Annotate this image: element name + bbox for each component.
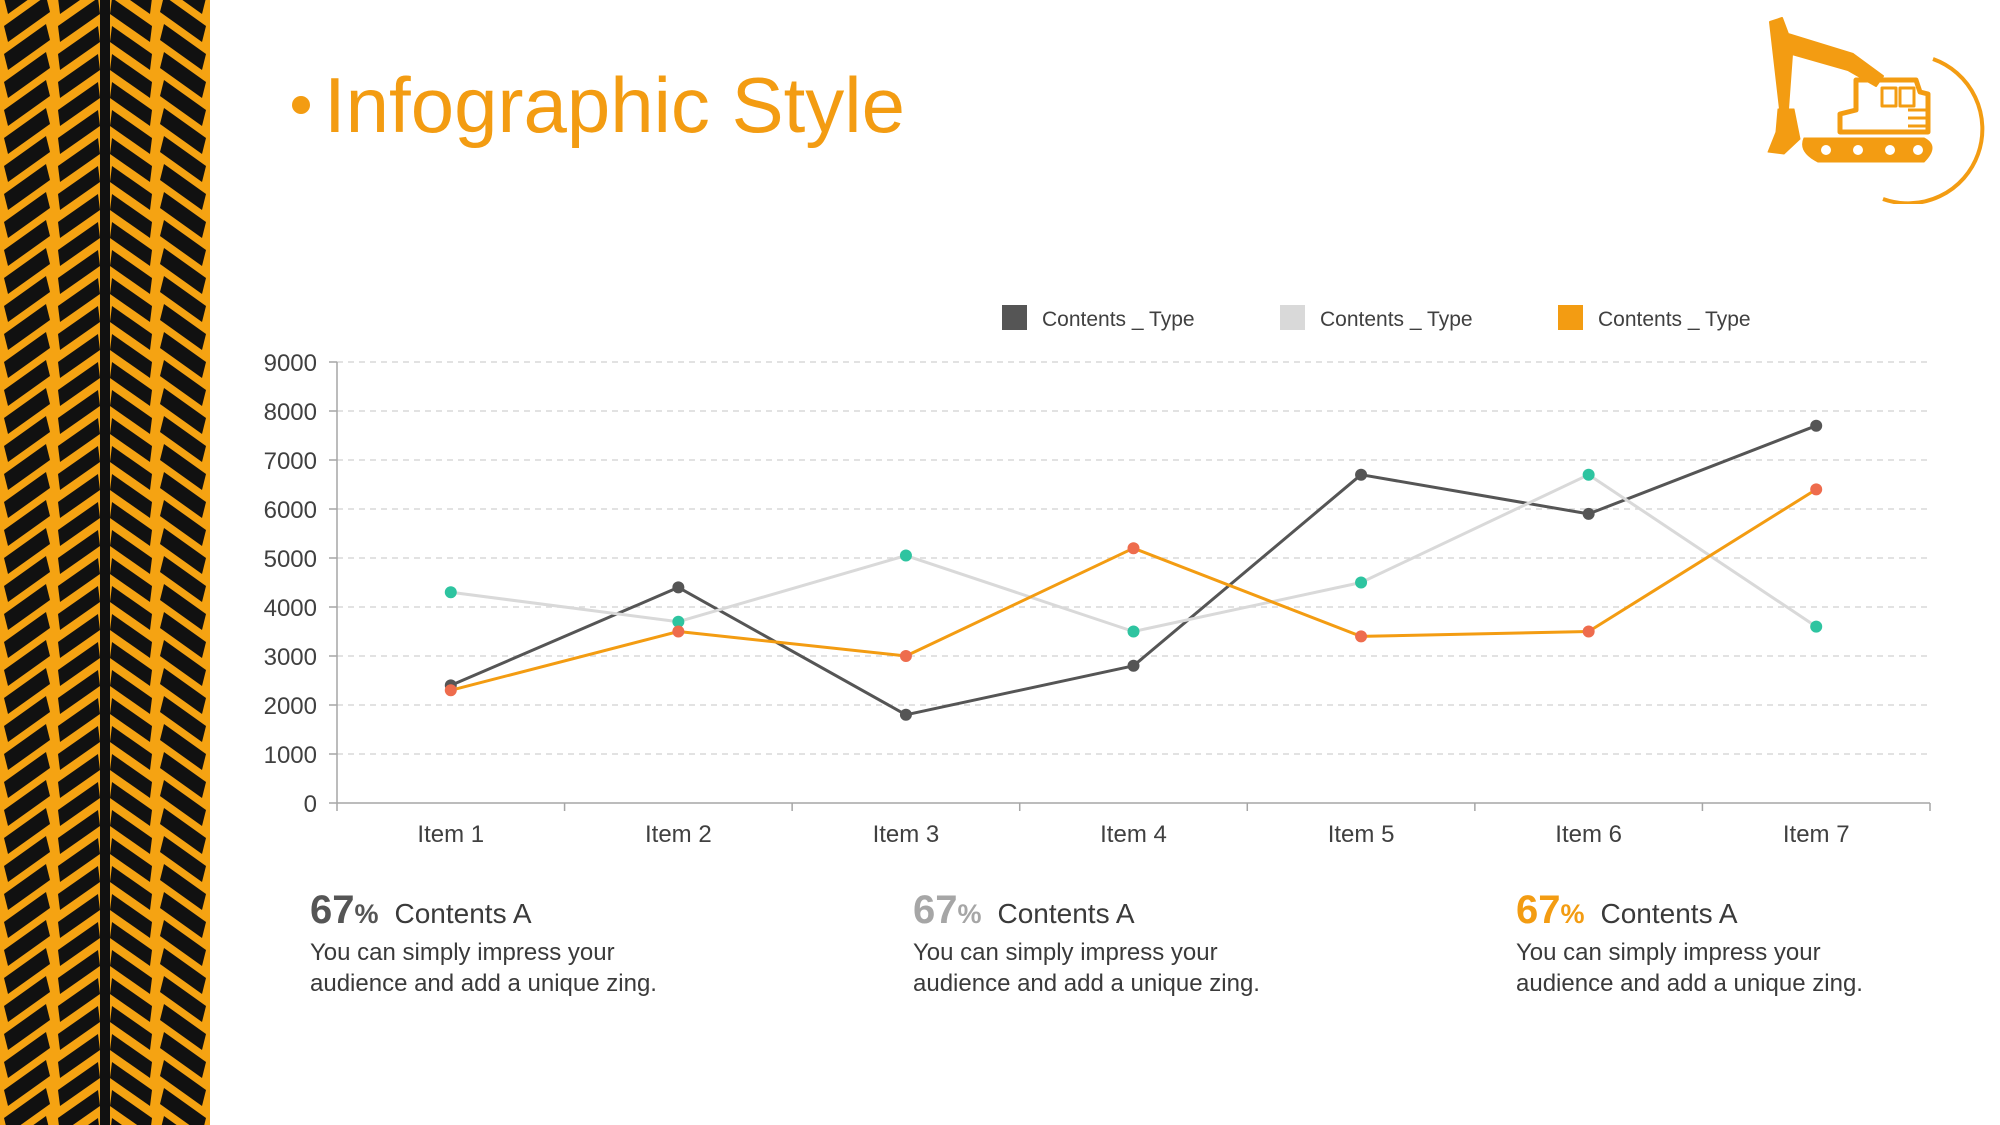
legend-swatch	[1280, 305, 1305, 330]
x-tick-label: Item 7	[1783, 821, 1850, 848]
data-point	[1355, 468, 1368, 481]
y-tick-label: 4000	[264, 595, 317, 622]
y-tick-label: 3000	[264, 644, 317, 671]
data-point	[1582, 507, 1595, 520]
stat-desc-line: audience and add a unique zing.	[913, 970, 1260, 997]
data-point	[444, 684, 457, 697]
y-tick-label: 5000	[264, 546, 317, 573]
x-tick-label: Item 5	[1328, 821, 1395, 848]
data-point	[1810, 620, 1823, 633]
stat-description: You can simply impress your audience and…	[310, 937, 750, 999]
x-tick-label: Item 2	[645, 821, 712, 848]
stat-value: 67	[1516, 888, 1561, 932]
y-tick-label: 7000	[264, 448, 317, 475]
title-area: Infographic Style	[292, 66, 905, 144]
y-tick-label: 0	[304, 791, 317, 818]
data-point	[444, 586, 457, 599]
stat-label: Contents A	[997, 898, 1135, 929]
y-tick-label: 8000	[264, 399, 317, 426]
stat-value: 67	[310, 888, 355, 932]
data-point	[1355, 576, 1368, 589]
data-point	[672, 581, 685, 594]
legend-swatch	[1558, 305, 1583, 330]
stat-description: You can simply impress your audience and…	[1516, 937, 1956, 999]
y-tick-label: 9000	[264, 350, 317, 377]
chart-legend: Contents _ Type Contents _ Type Contents _…	[1002, 305, 1751, 331]
legend-label: Contents _ Type	[1598, 308, 1751, 331]
data-point	[672, 625, 685, 638]
chart-series	[444, 419, 1823, 721]
stat-desc-line: audience and add a unique zing.	[1516, 970, 1863, 997]
slide-title: Infographic Style	[324, 61, 906, 149]
data-point	[899, 650, 912, 662]
excavator-icon	[1767, 17, 1985, 204]
chart-axes: 0 1000 2000 3000 4000 5000 6000 7000 8000 9000 Ite…	[264, 350, 1931, 848]
stat-block-3: 67 % Contents A You can simply impress y…	[1516, 888, 1956, 999]
data-point	[1127, 659, 1140, 672]
y-tick-label: 1000	[264, 742, 317, 769]
stat-unit: %	[957, 899, 982, 929]
stat-label: Contents A	[1600, 898, 1738, 929]
stat-unit: %	[1560, 899, 1585, 929]
stat-description: You can simply impress your audience and…	[913, 937, 1353, 999]
data-point	[1127, 542, 1140, 555]
data-point	[1582, 625, 1595, 638]
stat-desc-line: You can simply impress your	[1516, 939, 1821, 966]
legend-swatch	[1002, 305, 1027, 330]
x-tick-label: Item 1	[417, 821, 484, 848]
y-tick-label: 2000	[264, 693, 317, 720]
legend-label: Contents _ Type	[1042, 308, 1195, 331]
stat-block-2: 67 % Contents A You can simply impress y…	[913, 888, 1353, 999]
data-point	[672, 615, 685, 628]
stat-block-1: 67 % Contents A You can simply impress y…	[310, 888, 750, 999]
x-tick-label: Item 4	[1100, 821, 1167, 848]
x-tick-label: Item 6	[1555, 821, 1622, 848]
data-point	[1810, 419, 1823, 432]
x-tick-label: Item 3	[873, 821, 940, 848]
stat-desc-line: You can simply impress your	[913, 939, 1218, 966]
data-point	[1355, 630, 1368, 643]
title-bullet	[292, 96, 310, 114]
tire-tread-decoration	[0, 0, 210, 1125]
data-point	[899, 549, 912, 562]
legend-label: Contents _ Type	[1320, 308, 1473, 331]
stat-value: 67	[913, 888, 958, 932]
data-point	[1127, 625, 1140, 638]
y-tick-label: 6000	[264, 497, 317, 524]
stat-label: Contents A	[394, 898, 532, 929]
data-point	[1810, 483, 1823, 496]
chart-gridlines	[337, 361, 1930, 755]
stat-desc-line: audience and add a unique zing.	[310, 970, 657, 997]
data-point	[1582, 468, 1595, 481]
data-point	[899, 708, 912, 721]
stat-desc-line: You can simply impress your	[310, 939, 615, 966]
stat-unit: %	[354, 899, 379, 929]
